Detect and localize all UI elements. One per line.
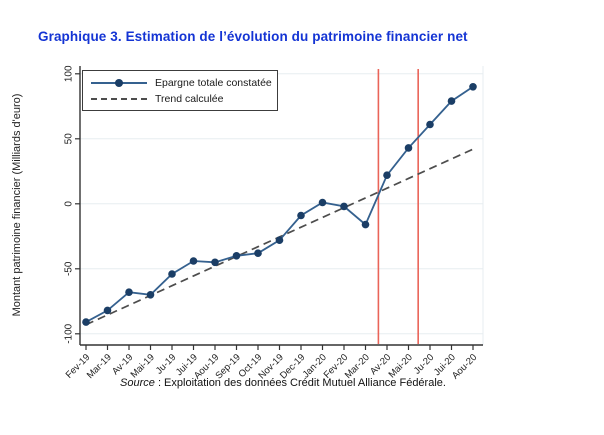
- marker-dot-icon: [115, 79, 123, 87]
- source-label: Source: [120, 377, 155, 389]
- legend-item-0: Epargne totale constatée: [91, 76, 272, 91]
- data-point: [168, 270, 176, 278]
- data-point: [426, 120, 434, 129]
- data-point: [383, 171, 391, 179]
- data-point: [189, 257, 198, 265]
- y-tick-label: 0: [64, 201, 75, 207]
- data-point: [404, 144, 413, 152]
- epargne-line: [85, 86, 474, 323]
- source-note: Source : Exploitation des données Crédit…: [0, 377, 566, 389]
- chart-legend: Epargne totale constatée Trend calculée: [82, 70, 278, 111]
- y-tick-label: -100: [64, 323, 75, 343]
- y-tick-label: 50: [64, 133, 75, 145]
- legend-label: Trend calculée: [155, 93, 224, 105]
- data-point: [211, 258, 219, 267]
- x-tick-label: Ju-20: [412, 352, 437, 377]
- data-point: [297, 211, 305, 220]
- legend-label: Epargne totale constatée: [155, 77, 272, 89]
- source-text: : Exploitation des données Crédit Mutuel…: [154, 377, 446, 389]
- data-point: [146, 291, 155, 299]
- gridlines: [80, 66, 484, 345]
- data-point: [447, 97, 456, 105]
- legend-item-1: Trend calculée: [91, 92, 271, 107]
- x-tick-label: Ju-19: [154, 352, 179, 377]
- reference-vlines: [377, 69, 419, 344]
- x-axis-ticks: Fev-19Mar-19Av-19Mai-19Ju-19Jui-19Aou-19…: [64, 345, 479, 381]
- epargne-markers: [82, 83, 477, 326]
- chart-title: Graphique 3. Estimation de l’évolution d…: [38, 29, 468, 44]
- data-point: [318, 198, 327, 207]
- y-tick-label: -50: [64, 261, 75, 276]
- data-point: [254, 249, 262, 257]
- data-point: [275, 236, 284, 244]
- y-tick-label: 100: [64, 65, 75, 82]
- data-point: [82, 318, 90, 326]
- data-point: [361, 220, 370, 229]
- data-point: [125, 288, 133, 297]
- data-point: [469, 83, 477, 91]
- data-point: [340, 202, 348, 211]
- y-axis-title: Montant patrimoine financier (Milliards …: [11, 94, 23, 317]
- dashed-line-sample: [91, 94, 147, 104]
- y-axis-ticks: 100 50 0 -50 -100: [64, 65, 80, 344]
- line-marker-sample: [91, 78, 147, 88]
- data-point: [103, 306, 112, 315]
- data-point: [232, 252, 241, 260]
